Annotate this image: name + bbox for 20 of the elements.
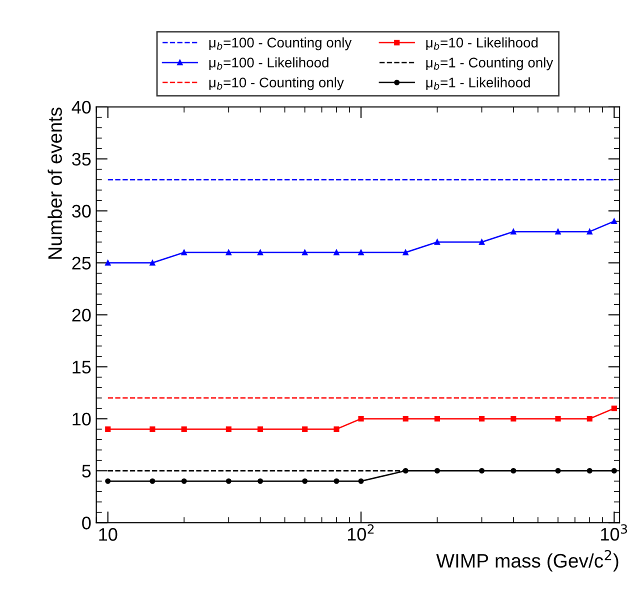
x-tick-label: 10	[99, 528, 118, 541]
y-tick-label: 10	[72, 412, 91, 426]
y-tick-label: 30	[72, 204, 91, 218]
legend-label: μ$_{b}$=1 - Counting only	[426, 57, 554, 70]
x-tick-label: 10$^{2}$	[348, 524, 374, 541]
y-tick-label: 0	[82, 516, 91, 530]
y-axis-title: Number of events	[48, 108, 62, 259]
y-tick-label: 35	[72, 152, 91, 166]
legend-label: μ$_{b}$=1 - Likelihood	[426, 77, 530, 90]
legend-label: μ$_{b}$=100 - Likelihood	[209, 57, 328, 70]
y-tick-label: 5	[82, 464, 91, 478]
legend-label: μ$_{b}$=10 - Likelihood	[426, 37, 538, 50]
y-tick-label: 20	[72, 308, 91, 322]
y-tick-label: 25	[72, 256, 91, 270]
y-tick-label: 40	[72, 100, 91, 114]
x-tick-label: 10$^{3}$	[601, 524, 628, 541]
x-axis-title: WIMP mass (Gev/c$^{2}$)	[436, 550, 618, 572]
legend-label: μ$_{b}$=100 - Counting only	[209, 37, 352, 50]
legend-label: μ$_{b}$=10 - Counting only	[209, 77, 344, 90]
y-tick-label: 15	[72, 360, 91, 374]
